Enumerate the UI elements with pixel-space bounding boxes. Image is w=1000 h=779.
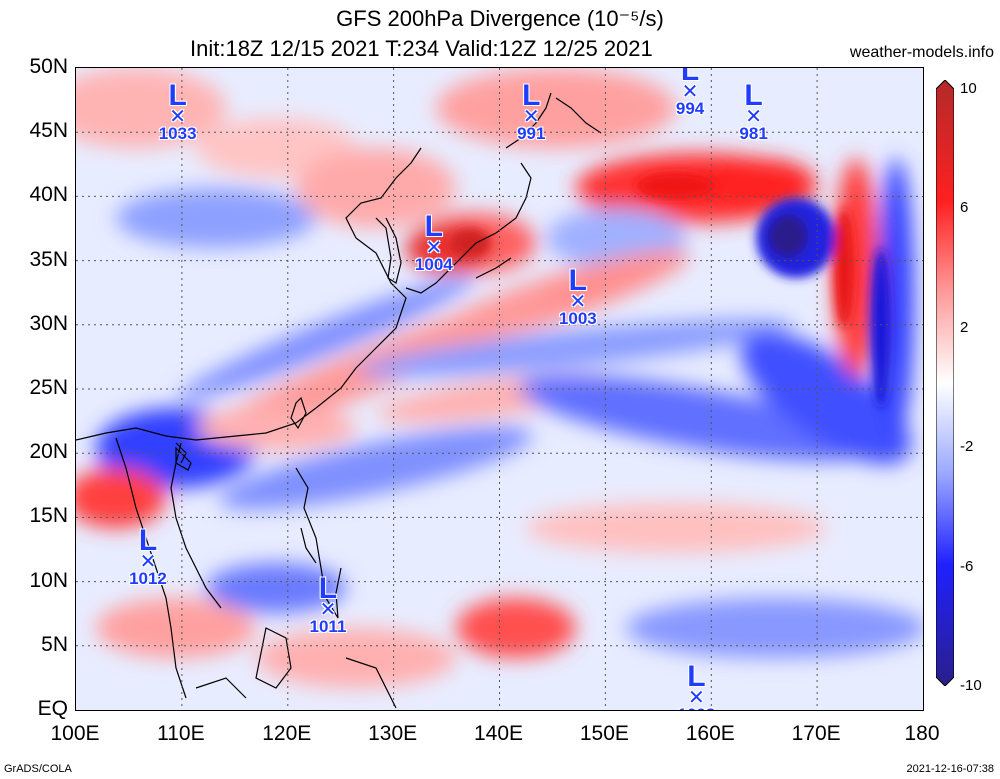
low-center-cross-icon: ✕ <box>139 550 157 573</box>
low-symbol: L <box>568 264 588 298</box>
low-symbol: L <box>318 572 338 606</box>
software-credit: GrADS/COLA <box>4 763 72 775</box>
lon-tick-label: 170E <box>791 722 841 745</box>
low-center-cross-icon: ✕ <box>319 599 337 622</box>
low-symbol: L <box>168 79 187 113</box>
low-symbol: L <box>680 67 700 87</box>
lat-tick-label: 50N <box>29 55 68 78</box>
lat-tick-label: 35N <box>29 247 68 271</box>
low-pressure-value: 1011 <box>309 617 347 637</box>
lat-tick-label: EQ <box>37 697 68 720</box>
lon-tick-label: 180 <box>904 722 940 745</box>
lat-tick-label: 20N <box>29 440 68 464</box>
divergence-map: L ✕ 1033 L ✕ 991 L ✕ 994 L ✕ 981 L ✕ 1004 L ✕ 1003 L ✕ 1012 L… <box>75 67 924 711</box>
chart-title: GFS 200hPa Divergence (10⁻⁵/s) <box>336 6 664 31</box>
lon-tick-label: 100E <box>50 722 100 745</box>
low-symbol: L <box>138 523 158 557</box>
low-center-cross-icon: ✕ <box>688 686 705 709</box>
lon-tick-label: 120E <box>262 722 312 745</box>
low-center-cross-icon: ✕ <box>569 291 587 314</box>
lon-tick-label: 150E <box>579 722 629 745</box>
colorbar-tick-label: 6 <box>960 199 969 217</box>
low-pressure-marker: L ✕ 1033 <box>158 79 197 144</box>
divergence-field <box>76 68 923 688</box>
render-timestamp: 2021-12-16-07:38 <box>906 763 994 775</box>
low-center-cross-icon: ✕ <box>425 237 443 260</box>
low-pressure-value: 1004 <box>414 255 453 275</box>
low-pressure-marker: L ✕ 1012 <box>129 523 167 588</box>
colorbar-tick-label: 10 <box>960 80 977 97</box>
colorbar-tick-label: -10 <box>960 677 982 694</box>
lat-tick-label: 25N <box>29 376 68 399</box>
low-pressure-value: 1033 <box>158 124 197 144</box>
low-pressure-value: 981 <box>739 124 768 144</box>
coastlines <box>76 92 602 709</box>
colorbar-tick-label: -6 <box>960 557 974 575</box>
low-pressure-value: 991 <box>517 124 546 144</box>
low-symbol: L <box>424 210 444 244</box>
low-pressure-marker: L✕1008 <box>678 659 716 710</box>
lat-tick-label: 30N <box>29 311 68 335</box>
low-pressure-marker: L ✕ 1011 <box>309 572 347 637</box>
low-center-cross-icon: ✕ <box>522 106 540 129</box>
low-pressure-value: 1008 <box>678 705 716 710</box>
lon-tick-label: 130E <box>368 722 418 745</box>
low-pressure-marker: L ✕ 1003 <box>558 264 597 329</box>
low-center-cross-icon: ✕ <box>681 80 699 103</box>
lon-tick-label: 160E <box>685 722 735 745</box>
low-symbol: L <box>687 659 706 693</box>
lat-tick-label: 45N <box>29 119 68 143</box>
colorbar-tick-label: 2 <box>960 318 969 336</box>
low-symbol: L <box>522 79 541 113</box>
lon-tick-label: 110E <box>157 722 205 745</box>
lat-tick-label: 5N <box>41 632 68 656</box>
low-pressure-value: 994 <box>675 98 705 118</box>
lat-tick-label: 15N <box>29 504 68 528</box>
low-center-cross-icon: ✕ <box>745 106 762 129</box>
graticule <box>76 68 923 710</box>
low-center-cross-icon: ✕ <box>169 106 187 129</box>
divergence-cores <box>451 172 891 408</box>
map-svg <box>76 68 923 710</box>
site-credit: weather-models.info <box>849 44 994 61</box>
low-pressure-marker: L ✕ 994 <box>675 67 705 118</box>
low-pressure-marker: L ✕ 991 <box>517 79 546 144</box>
colorbar <box>936 80 954 686</box>
lon-tick-label: 140E <box>473 722 524 745</box>
colorbar-tick-label: -2 <box>960 438 974 456</box>
lat-tick-label: 10N <box>29 568 68 592</box>
chart-subtitle: Init:18Z 12/15 2021 T:234 Valid:12Z 12/2… <box>190 36 653 61</box>
low-pressure-marker: L ✕ 981 <box>739 79 768 144</box>
lat-tick-label: 40N <box>29 183 68 207</box>
low-pressure-marker: L ✕ 1004 <box>414 210 453 275</box>
low-pressure-value: 1012 <box>129 568 167 588</box>
low-symbol: L <box>744 79 763 113</box>
low-pressure-value: 1003 <box>558 309 597 329</box>
